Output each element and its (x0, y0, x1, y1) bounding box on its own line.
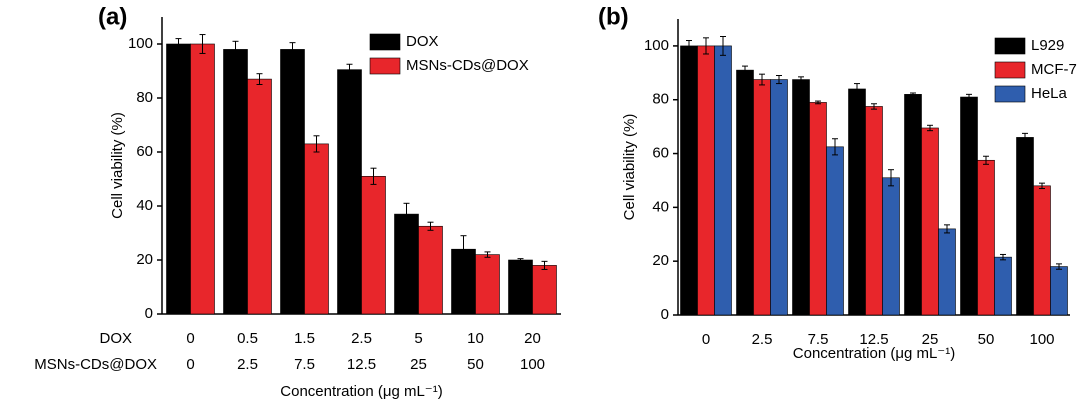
bar (960, 96, 978, 316)
x-tick-label: 0 (186, 330, 194, 347)
x-tick-label: 0 (186, 356, 194, 373)
bar (921, 127, 939, 316)
bar (809, 102, 827, 316)
row-label: DOX (99, 330, 132, 347)
legend-swatch (994, 37, 1026, 55)
bar (475, 254, 500, 315)
bar (882, 177, 900, 316)
x-tick-label: 20 (524, 330, 541, 347)
x-axis-label: Concentration (μg mL⁻¹) (793, 345, 955, 362)
bar (904, 94, 922, 316)
legend-label: HeLa (1031, 85, 1068, 102)
legend-label: MSNs-CDs@DOX (406, 57, 529, 74)
x-tick-label: 100 (1029, 331, 1054, 348)
bar (337, 69, 362, 315)
bar (190, 43, 215, 315)
x-tick-label: 25 (410, 356, 427, 373)
y-axis-label: Cell viability (%) (621, 114, 638, 221)
bar (280, 49, 305, 315)
bar (508, 259, 533, 315)
x-tick-label: 7.5 (294, 356, 315, 373)
x-tick-label: 5 (414, 330, 422, 347)
bar (680, 45, 698, 316)
bar (1016, 137, 1034, 316)
x-tick-label: 12.5 (859, 331, 888, 348)
bar (994, 256, 1012, 316)
legend-swatch (369, 33, 401, 51)
y-tick-label: 0 (661, 306, 669, 323)
y-axis-label: Cell viability (%) (109, 112, 126, 219)
bar (938, 228, 956, 316)
bar (1033, 185, 1051, 316)
y-tick-label: 60 (652, 145, 669, 162)
bar (166, 43, 191, 315)
bar (736, 69, 754, 316)
x-tick-label: 12.5 (347, 356, 376, 373)
legend-label: L929 (1031, 37, 1064, 54)
bar (304, 143, 329, 315)
bar (770, 79, 788, 316)
legend-swatch (994, 85, 1026, 103)
bar (865, 106, 883, 316)
bar (223, 49, 248, 315)
bar (532, 265, 557, 315)
bar (394, 213, 419, 315)
legend-label: DOX (406, 33, 439, 50)
panel-title: (a) (98, 3, 127, 30)
y-tick-label: 40 (652, 198, 669, 215)
bar (714, 45, 732, 316)
y-tick-label: 80 (136, 89, 153, 106)
y-tick-label: 100 (128, 35, 153, 52)
legend-swatch (369, 57, 401, 75)
bar (848, 88, 866, 316)
y-tick-label: 20 (136, 251, 153, 268)
x-tick-label: 7.5 (808, 331, 829, 348)
bar (826, 146, 844, 316)
x-tick-label: 25 (922, 331, 939, 348)
bar (792, 79, 810, 316)
bar (247, 78, 272, 315)
y-tick-label: 20 (652, 252, 669, 269)
y-tick-label: 60 (136, 143, 153, 160)
legend-label: MCF-7 (1031, 61, 1077, 78)
legend-swatch (994, 61, 1026, 79)
bar (1050, 266, 1068, 316)
x-axis-label: Concentration (μg mL⁻¹) (280, 383, 442, 400)
x-tick-label: 0 (702, 331, 710, 348)
x-tick-label: 10 (467, 330, 484, 347)
y-tick-label: 80 (652, 91, 669, 108)
x-tick-label: 50 (467, 356, 484, 373)
x-tick-label: 100 (520, 356, 545, 373)
x-tick-label: 1.5 (294, 330, 315, 347)
x-tick-label: 2.5 (237, 356, 258, 373)
x-tick-label: 0.5 (237, 330, 258, 347)
bar (361, 176, 386, 315)
panel-title: (b) (598, 3, 629, 30)
row-label: MSNs-CDs@DOX (34, 356, 157, 373)
bar (753, 79, 771, 316)
y-tick-label: 0 (145, 305, 153, 322)
x-tick-label: 50 (978, 331, 995, 348)
x-tick-label: 2.5 (752, 331, 773, 348)
y-tick-label: 40 (136, 197, 153, 214)
x-tick-label: 2.5 (351, 330, 372, 347)
bar (977, 159, 995, 316)
bar (697, 45, 715, 316)
bar (418, 225, 443, 315)
y-tick-label: 100 (644, 37, 669, 54)
